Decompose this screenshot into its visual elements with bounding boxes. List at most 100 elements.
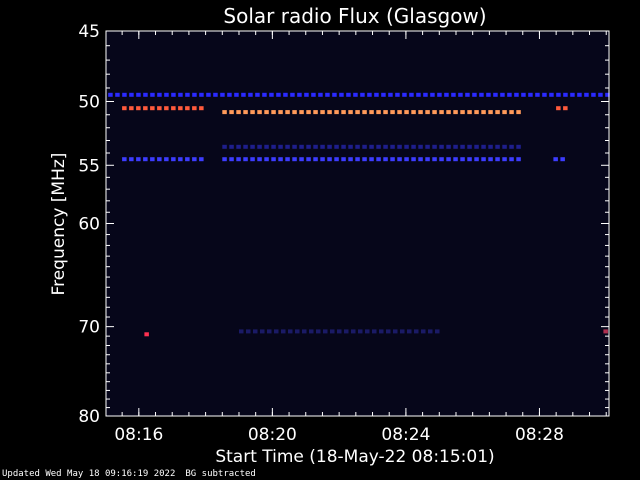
feature-cell: [467, 144, 472, 149]
feature-cell: [311, 92, 316, 97]
feature-cell: [192, 157, 197, 162]
feature-cell: [136, 106, 141, 111]
feature-cell: [390, 157, 395, 162]
feature-cell: [369, 110, 374, 115]
feature-cell: [488, 157, 493, 162]
feature-cell: [227, 92, 232, 97]
feature-cell: [556, 106, 561, 111]
feature-cell: [407, 329, 412, 334]
updated-timestamp: Updated Wed May 18 09:16:19 2022: [2, 469, 176, 479]
feature-cell: [334, 157, 339, 162]
feature-cell: [206, 92, 211, 97]
feature-cell: [285, 110, 290, 115]
feature-cell: [418, 157, 423, 162]
feature-cell: [360, 92, 365, 97]
feature-cell: [381, 92, 386, 97]
feature-cell: [264, 110, 269, 115]
feature-cell: [369, 157, 374, 162]
feature-cell: [560, 157, 565, 162]
feature-blue-band-53.5MHz: [222, 144, 521, 149]
feature-cell: [425, 157, 430, 162]
feature-cell: [192, 106, 197, 111]
feature-cell: [257, 110, 262, 115]
feature-cell: [584, 92, 589, 97]
feature-cell: [383, 110, 388, 115]
feature-cell: [341, 157, 346, 162]
feature-cell: [178, 106, 183, 111]
feature-cell: [257, 157, 262, 162]
feature-cell: [425, 110, 430, 115]
feature-cell: [479, 92, 484, 97]
feature-cell: [341, 144, 346, 149]
feature-cell: [437, 92, 442, 97]
feature-cell: [418, 144, 423, 149]
feature-cell: [271, 110, 276, 115]
feature-cell: [362, 110, 367, 115]
feature-cell: [250, 110, 255, 115]
feature-cell: [290, 92, 295, 97]
feature-cell: [474, 110, 479, 115]
feature-cell: [344, 329, 349, 334]
feature-cell: [465, 92, 470, 97]
feature-red-spot-70.8MHz: [144, 332, 149, 337]
feature-cell: [236, 157, 241, 162]
feature-cell: [353, 92, 358, 97]
feature-cell: [295, 329, 300, 334]
feature-cell: [199, 92, 204, 97]
feature-cell: [157, 106, 162, 111]
feature-cell: [502, 110, 507, 115]
feature-cell: [390, 110, 395, 115]
feature-cell: [306, 110, 311, 115]
spectrogram-background: [106, 31, 609, 416]
feature-cell: [481, 110, 486, 115]
feature-cell: [178, 157, 183, 162]
feature-cell: [236, 144, 241, 149]
feature-cell: [260, 329, 265, 334]
feature-cell: [486, 92, 491, 97]
feature-cell: [507, 92, 512, 97]
feature-cell: [136, 157, 141, 162]
x-tick-label: 08:16: [114, 425, 163, 445]
feature-cell: [509, 144, 514, 149]
feature-cell: [136, 92, 141, 97]
feature-cell: [334, 110, 339, 115]
feature-cell: [446, 144, 451, 149]
feature-cell: [439, 110, 444, 115]
chart-title: Solar radio Flux (Glasgow): [223, 4, 486, 28]
feature-cell: [185, 106, 190, 111]
feature-cell: [395, 92, 400, 97]
feature-cell: [404, 110, 409, 115]
y-tick-label: 50: [78, 93, 100, 113]
feature-cell: [516, 157, 521, 162]
feature-cell: [509, 110, 514, 115]
feature-cell: [115, 92, 120, 97]
feature-cell: [603, 329, 608, 334]
feature-cell: [509, 157, 514, 162]
x-tick-label: 08:24: [381, 425, 430, 445]
feature-cell: [432, 110, 437, 115]
y-tick-label: 70: [78, 318, 100, 338]
feature-cell: [397, 157, 402, 162]
feature-cell: [250, 144, 255, 149]
feature-cell: [488, 144, 493, 149]
feature-cell: [220, 92, 225, 97]
feature-cell: [514, 92, 519, 97]
feature-cell: [108, 92, 113, 97]
feature-cell: [171, 92, 176, 97]
feature-cell: [185, 157, 190, 162]
feature-cell: [222, 157, 227, 162]
feature-cell: [481, 144, 486, 149]
feature-cell: [458, 92, 463, 97]
feature-cell: [243, 110, 248, 115]
feature-cell: [439, 157, 444, 162]
feature-cell: [318, 92, 323, 97]
feature-cell: [143, 92, 148, 97]
feature-cell: [164, 157, 169, 162]
feature-cell: [409, 92, 414, 97]
feature-cell: [164, 106, 169, 111]
feature-cell: [439, 144, 444, 149]
feature-cell: [348, 110, 353, 115]
feature-blue-flecks-49.5MHz: [108, 92, 610, 97]
feature-cell: [474, 157, 479, 162]
feature-cell: [320, 144, 325, 149]
